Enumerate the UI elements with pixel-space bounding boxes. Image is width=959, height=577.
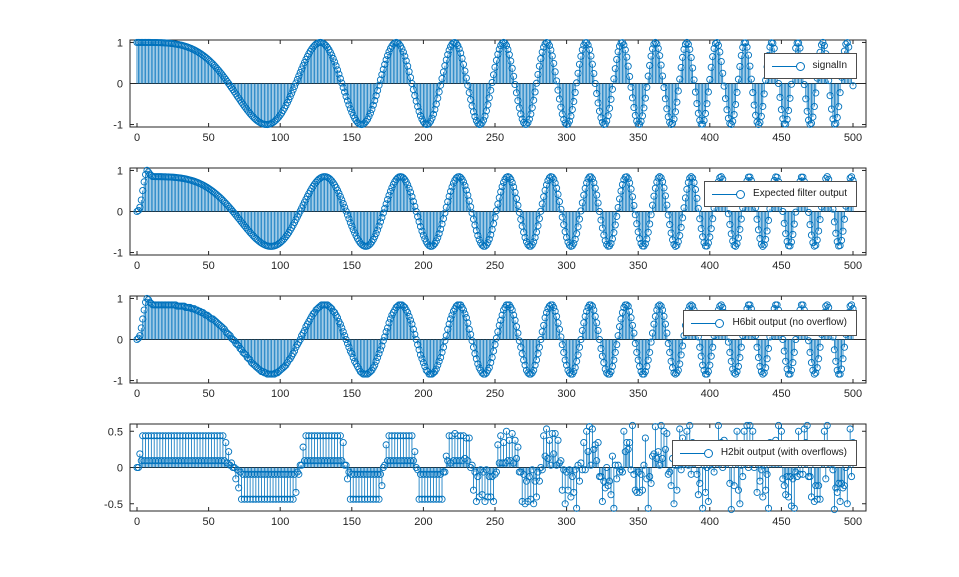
svg-text:-1: -1 [113,120,123,132]
svg-text:300: 300 [557,132,575,144]
svg-text:100: 100 [271,132,289,144]
svg-text:0: 0 [134,260,140,272]
svg-text:300: 300 [557,388,575,400]
svg-text:1: 1 [117,165,123,177]
svg-text:100: 100 [271,260,289,272]
svg-text:50: 50 [202,260,214,272]
stem-legend-sample-icon [771,61,805,72]
svg-text:450: 450 [772,260,790,272]
stem-series-h6bit-output [133,294,857,378]
svg-text:200: 200 [414,260,432,272]
svg-text:0: 0 [117,79,123,91]
svg-text:500: 500 [844,388,862,400]
svg-text:400: 400 [701,388,719,400]
svg-text:50: 50 [202,132,214,144]
svg-text:500: 500 [844,516,862,528]
legend-label-expected-filter-output: Expected filter output [753,188,847,199]
svg-text:50: 50 [202,388,214,400]
svg-text:-0.5: -0.5 [104,499,123,511]
stem-series-h2bit-output [133,421,857,514]
svg-text:300: 300 [557,516,575,528]
svg-text:500: 500 [844,132,862,144]
svg-text:0: 0 [117,335,123,347]
svg-text:0: 0 [134,388,140,400]
svg-text:200: 200 [414,516,432,528]
svg-text:400: 400 [701,260,719,272]
stem-legend-sample-icon [679,448,713,459]
legend-signalin[interactable]: signalIn [763,53,857,79]
svg-text:150: 150 [343,132,361,144]
svg-text:200: 200 [414,132,432,144]
svg-text:200: 200 [414,388,432,400]
svg-text:150: 150 [343,516,361,528]
legend-label-h6bit-output: H6bit output (no overflow) [732,317,847,328]
svg-text:350: 350 [629,388,647,400]
legend-label-signalin: signalIn [812,60,847,71]
svg-text:100: 100 [271,516,289,528]
svg-text:150: 150 [343,260,361,272]
svg-text:250: 250 [486,388,504,400]
svg-text:1: 1 [117,293,123,305]
svg-text:450: 450 [772,516,790,528]
legend-h6bit-output[interactable]: H6bit output (no overflow) [683,310,857,336]
stem-legend-sample-icon [712,189,746,200]
svg-text:0: 0 [117,463,123,475]
svg-text:250: 250 [486,132,504,144]
svg-text:0.5: 0.5 [108,426,123,438]
svg-text:0: 0 [134,132,140,144]
svg-text:400: 400 [701,516,719,528]
svg-text:400: 400 [701,132,719,144]
svg-text:250: 250 [486,260,504,272]
legend-h2bit-output[interactable]: H2bit output (with overflows) [671,440,857,466]
svg-text:0: 0 [134,516,140,528]
svg-text:100: 100 [271,388,289,400]
svg-text:250: 250 [486,516,504,528]
svg-text:350: 350 [629,132,647,144]
subplot-h2bit-output: 0 50 100 150 200 250 300 350 400 450 500 0.5 0 -0.5 [104,421,867,528]
subplot-expected-filter-output: 0 50 100 150 200 250 300 350 400 450 500 1 0 -1 [113,165,867,272]
svg-text:1: 1 [117,37,123,49]
subplot-signal-in: 0 50 100 150 200 250 300 350 400 450 500 1 0 -1 [113,37,867,144]
svg-text:500: 500 [844,260,862,272]
stem-legend-sample-icon [691,318,725,329]
legend-expected-filter-output[interactable]: Expected filter output [704,181,857,207]
stem-series-expected-filter-output [133,166,857,250]
svg-text:0: 0 [117,207,123,219]
svg-text:450: 450 [772,388,790,400]
svg-text:350: 350 [629,260,647,272]
svg-text:-1: -1 [113,376,123,388]
svg-text:-1: -1 [113,248,123,260]
svg-text:50: 50 [202,516,214,528]
svg-text:300: 300 [557,260,575,272]
svg-text:150: 150 [343,388,361,400]
legend-label-h2bit-output: H2bit output (with overflows) [720,447,847,458]
svg-text:450: 450 [772,132,790,144]
svg-text:350: 350 [629,516,647,528]
